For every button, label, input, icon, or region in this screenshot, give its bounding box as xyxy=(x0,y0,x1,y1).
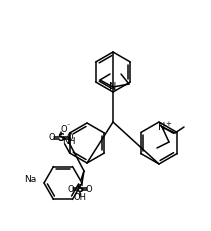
Text: NH: NH xyxy=(62,137,75,146)
Text: S: S xyxy=(57,133,64,143)
Text: S: S xyxy=(76,184,84,194)
Text: Na: Na xyxy=(24,176,36,185)
Text: ⁻: ⁻ xyxy=(67,123,70,129)
Text: N: N xyxy=(158,122,166,132)
Text: O: O xyxy=(48,134,55,143)
Text: OH: OH xyxy=(73,194,87,203)
Text: O: O xyxy=(60,125,67,134)
Text: N: N xyxy=(109,82,117,92)
Text: O: O xyxy=(86,185,92,194)
Text: O: O xyxy=(68,185,74,194)
Text: O: O xyxy=(66,134,73,143)
Text: +: + xyxy=(165,121,171,127)
